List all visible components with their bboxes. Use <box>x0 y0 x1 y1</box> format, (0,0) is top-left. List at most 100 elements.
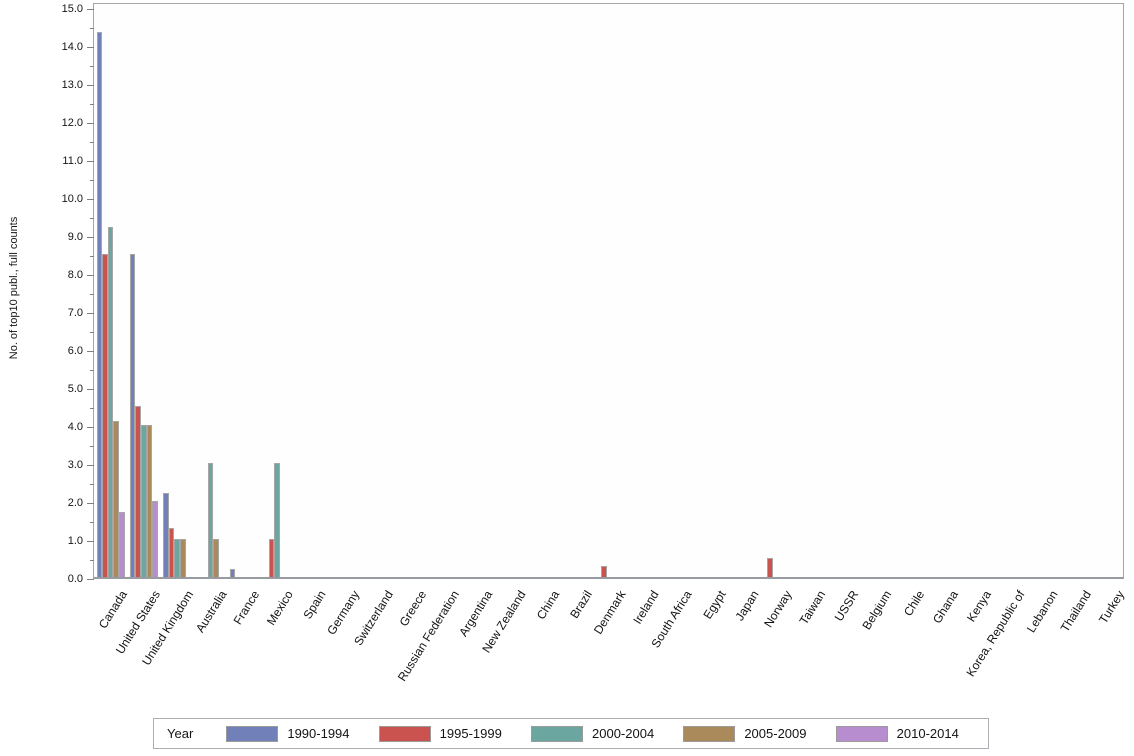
y-axis-minor-tick <box>90 180 94 181</box>
bar <box>229 569 236 577</box>
bar <box>163 493 169 577</box>
y-axis-minor-tick <box>90 104 94 105</box>
y-axis-tick-label: 7.0 <box>67 307 83 319</box>
bar <box>274 463 280 577</box>
x-axis-label: Norway <box>761 588 795 630</box>
x-axis-label: Thailand <box>1057 588 1094 635</box>
y-axis-minor-tick <box>90 66 94 67</box>
legend-entry: 2005-2009 <box>683 725 835 742</box>
y-axis-tick <box>87 389 94 390</box>
bar <box>168 527 175 577</box>
x-axis-label: USSR <box>831 588 862 624</box>
y-axis-minor-tick <box>90 370 94 371</box>
y-axis-tick-label: 15.0 <box>61 3 83 15</box>
bar <box>129 254 136 577</box>
x-axis-label: Australia <box>192 588 230 636</box>
x-axis-label: Belgium <box>859 588 895 633</box>
legend-swatch <box>226 725 279 742</box>
y-axis-tick-label: 11.0 <box>62 155 83 167</box>
y-axis-tick-label: 10.0 <box>61 193 83 205</box>
y-axis-tick <box>87 9 94 10</box>
bar <box>146 425 153 577</box>
y-axis-tick-label: 4.0 <box>67 421 83 433</box>
y-axis-tick-label: 1.0 <box>67 535 83 547</box>
y-axis-tick <box>87 85 94 86</box>
legend-swatch <box>378 725 431 742</box>
x-axis-label: China <box>533 588 562 623</box>
legend-label: 2000-2004 <box>592 726 655 741</box>
y-axis-minor-tick <box>90 142 94 143</box>
legend-swatch <box>683 725 736 742</box>
bar <box>601 565 607 577</box>
legend-label: 1990-1994 <box>287 726 350 741</box>
bar <box>102 254 108 577</box>
legend-swatch <box>531 725 583 742</box>
bar <box>207 463 214 577</box>
x-axis-label: Taiwan <box>796 588 828 628</box>
y-axis-minor-tick <box>90 294 94 295</box>
x-axis-label: Russian Federation <box>395 588 463 684</box>
legend-entry: 1995-1999 <box>378 725 531 742</box>
x-axis-label: Mexico <box>263 588 296 628</box>
legend-label: 2010-2014 <box>896 726 959 741</box>
bar <box>96 31 103 577</box>
y-axis-tick-label: 0.0 <box>67 573 83 585</box>
x-axis-label: Ghana <box>930 588 961 626</box>
legend-entry: 2000-2004 <box>531 725 683 742</box>
bar <box>152 501 158 577</box>
x-axis-label: Chile <box>901 588 928 619</box>
y-axis-minor-tick <box>90 484 94 485</box>
y-axis-minor-tick <box>90 28 94 29</box>
y-axis-minor-tick <box>90 522 94 523</box>
y-axis-tick <box>87 465 94 466</box>
legend-label: 1995-1999 <box>439 726 502 741</box>
y-axis-tick <box>87 123 94 124</box>
y-axis-tick-label: 3.0 <box>67 459 83 471</box>
x-axis-label: Egypt <box>700 588 729 622</box>
bar <box>179 539 186 577</box>
y-axis-tick <box>87 199 94 200</box>
bar <box>119 512 125 577</box>
y-axis-minor-tick <box>90 256 94 257</box>
x-axis-label: Spain <box>300 588 330 622</box>
x-axis-label: Turkey <box>1096 588 1128 627</box>
legend-entry: 2010-2014 <box>835 725 988 742</box>
bar <box>113 421 120 577</box>
y-axis-tick <box>87 275 94 276</box>
y-axis-tick-label: 6.0 <box>67 345 83 357</box>
y-axis-minor-tick <box>90 408 94 409</box>
bar <box>135 406 142 577</box>
legend-title: Year <box>167 726 194 741</box>
x-axis-label: Denmark <box>590 588 629 637</box>
x-axis-label: Greece <box>396 588 429 629</box>
x-axis-label: Ireland <box>630 588 662 627</box>
bar <box>174 539 180 577</box>
y-axis-tick <box>87 427 94 428</box>
y-axis-tick <box>87 541 94 542</box>
x-axis-label: Brazil <box>567 588 596 621</box>
y-axis-tick <box>87 237 94 238</box>
y-axis-tick-label: 5.0 <box>67 383 83 395</box>
y-axis-tick-label: 9.0 <box>67 231 83 243</box>
bar <box>141 425 147 577</box>
plot-area: 0.0 1.0 2.0 3.0 4.0 5.0 6.0 7.0 8.0 9.0 10.0 11.0 12… <box>62 3 1124 585</box>
x-axis-label: Lebanon <box>1024 588 1061 636</box>
bar <box>268 539 275 577</box>
y-axis-minor-tick <box>90 332 94 333</box>
y-axis-tick-label: 13.0 <box>61 79 83 91</box>
y-axis-tick <box>87 47 94 48</box>
y-axis-tick-label: 2.0 <box>67 497 83 509</box>
y-axis-tick-label: 12.0 <box>61 117 83 129</box>
y-axis-tick <box>87 579 94 580</box>
legend-swatch <box>835 725 888 742</box>
x-axis-label: Japan <box>732 588 762 624</box>
y-axis-minor-tick <box>90 446 94 447</box>
y-axis-tick <box>87 161 94 162</box>
y-axis-tick <box>87 313 94 314</box>
y-axis-tick-label: 8.0 <box>67 269 83 281</box>
y-axis-minor-tick <box>90 218 94 219</box>
y-axis-tick-label: 14.0 <box>61 41 83 53</box>
bar <box>213 539 219 577</box>
y-axis-tick <box>87 351 94 352</box>
